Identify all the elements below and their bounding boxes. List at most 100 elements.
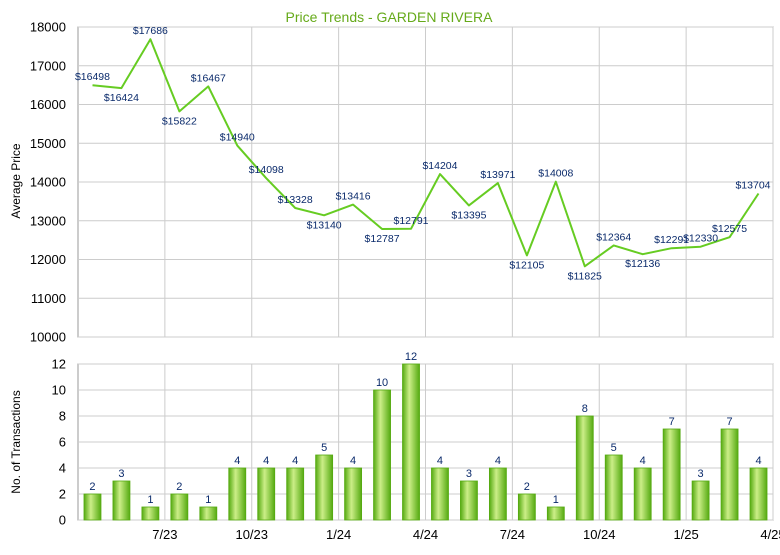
price-y-tick-label: 13000 — [30, 213, 66, 228]
transaction-bar — [199, 506, 218, 521]
price-y-tick-label: 14000 — [30, 175, 66, 190]
x-tick-label: 7/23 — [152, 527, 177, 542]
price-point-label: $12105 — [509, 259, 544, 271]
transaction-bar — [257, 467, 276, 521]
price-point-label: $16467 — [191, 72, 226, 84]
transaction-bar-label: 12 — [405, 351, 417, 363]
price-point-label: $13704 — [735, 179, 770, 191]
price-point-label: $14008 — [538, 168, 573, 180]
price-y-tick-label: 12000 — [30, 252, 66, 267]
transaction-bar-label: 3 — [118, 468, 124, 480]
transaction-y-tick-label: 4 — [59, 461, 66, 476]
transaction-bar-label: 2 — [524, 481, 530, 493]
price-point-label: $13395 — [451, 209, 486, 221]
transaction-y-tick-label: 12 — [52, 357, 66, 372]
transaction-bar-label: 1 — [147, 494, 153, 506]
x-tick-label: 7/24 — [500, 527, 525, 542]
price-y-tick-label: 10000 — [30, 330, 66, 345]
transaction-bar-label: 4 — [292, 455, 298, 467]
transaction-bar — [546, 506, 565, 521]
transaction-bar-label: 3 — [698, 468, 704, 480]
price-point-label: $12575 — [712, 223, 747, 235]
transaction-y-tick-label: 10 — [52, 383, 66, 398]
transaction-bar — [112, 480, 131, 521]
transaction-bar-label: 4 — [350, 455, 356, 467]
transaction-bar-label: 2 — [176, 481, 182, 493]
transaction-bar — [315, 454, 334, 521]
transaction-bar — [633, 467, 652, 521]
transaction-bar-label: 7 — [669, 416, 675, 428]
price-y-axis-title: Average Price — [9, 143, 23, 218]
price-y-tick-label: 17000 — [30, 58, 66, 73]
price-y-tick-label: 16000 — [30, 97, 66, 112]
transaction-bar — [720, 428, 739, 521]
transaction-bar-label: 4 — [495, 455, 501, 467]
x-tick-label: 4/25 — [760, 527, 780, 542]
transaction-bar — [662, 428, 681, 521]
transaction-bar-label: 7 — [727, 416, 733, 428]
price-point-label: $17686 — [133, 25, 168, 37]
transaction-bar-label: 10 — [376, 377, 388, 389]
price-point-label: $13416 — [336, 191, 371, 203]
price-point-label: $12330 — [683, 233, 718, 245]
transaction-bar-label: 8 — [582, 403, 588, 415]
transaction-bar — [228, 467, 247, 521]
transaction-bar — [749, 467, 768, 521]
transaction-bar — [575, 415, 594, 521]
price-series — [92, 38, 760, 268]
transaction-bar-label: 1 — [205, 494, 211, 506]
price-y-tick-label: 15000 — [30, 136, 66, 151]
price-point-label: $14204 — [422, 160, 457, 172]
transaction-y-tick-label: 8 — [59, 409, 66, 424]
transaction-bar — [170, 493, 189, 521]
price-point-label: $16424 — [104, 92, 139, 104]
transaction-bar — [431, 467, 449, 521]
price-y-tick-label: 11000 — [31, 291, 66, 306]
price-point-label: $12787 — [365, 233, 400, 245]
price-point-label: $13328 — [278, 194, 313, 206]
price-point-label: $13140 — [307, 219, 342, 231]
transaction-bar-label: 5 — [611, 442, 617, 454]
x-tick-label: 4/24 — [413, 527, 438, 542]
transaction-bar — [402, 363, 420, 521]
transaction-bar-label: 4 — [437, 455, 443, 467]
transaction-bar-label: 3 — [466, 468, 472, 480]
transaction-y-tick-label: 0 — [59, 513, 66, 528]
transaction-bar — [691, 480, 710, 521]
transaction-bar — [517, 493, 536, 521]
price-point-label: $13971 — [480, 169, 515, 181]
chart-title: Price Trends - GARDEN RIVERA — [286, 9, 494, 25]
transaction-bar — [344, 467, 363, 521]
transaction-bar — [488, 467, 507, 521]
x-tick-label: 10/23 — [235, 527, 268, 542]
price-y-tick-label: 18000 — [30, 20, 66, 35]
transaction-bar — [373, 389, 391, 521]
transaction-bar-label: 4 — [755, 455, 761, 467]
transaction-bar — [83, 493, 102, 521]
price-gridlines — [77, 26, 774, 338]
price-point-label: $11825 — [568, 270, 602, 282]
transaction-bar — [141, 506, 160, 521]
price-point-label: $12791 — [393, 215, 428, 227]
transaction-bar-label: 2 — [89, 481, 95, 493]
price-point-label: $12291 — [654, 234, 689, 246]
transaction-bar — [460, 480, 478, 521]
transaction-bar-label: 1 — [553, 494, 559, 506]
transaction-y-tick-label: 2 — [59, 487, 66, 502]
price-point-label: $14098 — [249, 164, 284, 176]
price-point-label: $12136 — [625, 258, 660, 270]
price-point-label: $12364 — [596, 231, 631, 243]
transaction-y-axis-title: No. of Transactions — [9, 390, 23, 493]
transaction-y-axis: 0 2 4 6 8 10 12 — [52, 357, 66, 528]
transaction-bar — [286, 467, 305, 521]
price-point-label: $15822 — [162, 115, 197, 127]
transaction-bar-label: 5 — [321, 442, 327, 454]
price-point-label: $16498 — [75, 71, 110, 83]
price-y-axis: 10000 11000 12000 13000 14000 15000 16000 17000… — [30, 20, 66, 345]
transaction-bar-label: 4 — [640, 455, 646, 467]
transaction-bars — [83, 363, 768, 521]
price-point-label: $14940 — [220, 132, 255, 144]
